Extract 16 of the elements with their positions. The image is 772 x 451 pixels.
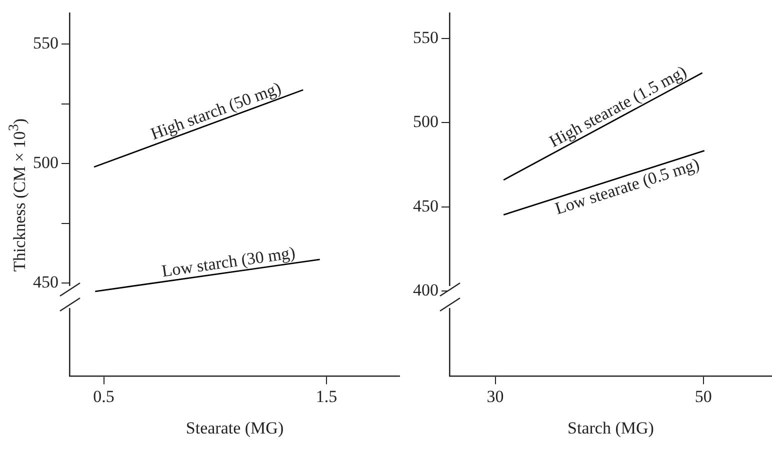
y-tick-label: 500 bbox=[413, 112, 438, 132]
x-tick-label: 1.5 bbox=[316, 386, 338, 406]
x-tick-label: 50 bbox=[694, 386, 712, 406]
y-tick-label: 550 bbox=[413, 28, 438, 47]
x-tick-label: 0.5 bbox=[93, 386, 114, 406]
text: High starch (50 mg) bbox=[148, 78, 284, 144]
x-axis-title: Starch (MG) bbox=[568, 418, 654, 438]
y-tick-label: 450 bbox=[33, 272, 58, 292]
y-tick-label: 550 bbox=[33, 34, 58, 53]
y-tick-label: 500 bbox=[33, 153, 58, 172]
x-tick-label: 30 bbox=[486, 386, 504, 406]
y-tick-label: 450 bbox=[413, 196, 438, 216]
y-tick-label: 400 bbox=[413, 280, 438, 300]
x-axis-title: Stearate (MG) bbox=[186, 418, 284, 438]
text: Low stearate (0.5 mg) bbox=[552, 154, 702, 218]
text: Low starch (30 mg) bbox=[160, 242, 296, 281]
